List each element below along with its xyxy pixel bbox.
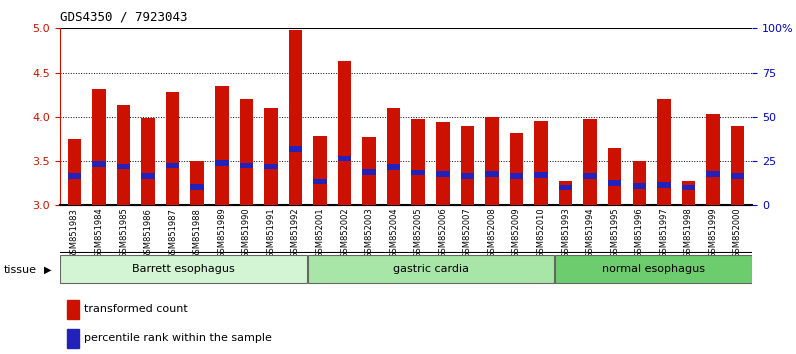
- Bar: [559, 181, 572, 205]
- Bar: [289, 30, 302, 205]
- Text: GSM852002: GSM852002: [340, 208, 349, 258]
- Bar: [362, 169, 376, 175]
- Bar: [190, 161, 204, 205]
- Text: transformed count: transformed count: [84, 304, 188, 314]
- Bar: [92, 161, 106, 167]
- Bar: [338, 61, 351, 205]
- Text: GDS4350 / 7923043: GDS4350 / 7923043: [60, 11, 187, 24]
- FancyBboxPatch shape: [555, 255, 751, 283]
- Bar: [190, 184, 204, 190]
- Bar: [67, 300, 79, 319]
- Text: GSM851992: GSM851992: [291, 208, 300, 258]
- Text: GSM852005: GSM852005: [414, 208, 423, 258]
- Bar: [534, 172, 548, 178]
- Bar: [142, 118, 155, 205]
- Bar: [68, 173, 81, 179]
- Bar: [67, 329, 79, 348]
- Bar: [166, 92, 179, 205]
- Bar: [314, 136, 327, 205]
- Text: GSM851983: GSM851983: [70, 208, 79, 258]
- Bar: [509, 133, 523, 205]
- Text: percentile rank within the sample: percentile rank within the sample: [84, 333, 271, 343]
- Bar: [633, 161, 646, 205]
- Text: GSM851998: GSM851998: [684, 208, 693, 258]
- Bar: [142, 173, 155, 179]
- Bar: [657, 99, 670, 205]
- Bar: [387, 108, 400, 205]
- Bar: [706, 171, 720, 177]
- Bar: [731, 173, 744, 179]
- Text: GSM851991: GSM851991: [267, 208, 275, 258]
- Text: GSM852000: GSM852000: [733, 208, 742, 258]
- Text: GSM851986: GSM851986: [143, 208, 153, 258]
- Text: GSM851996: GSM851996: [634, 208, 644, 258]
- Text: tissue: tissue: [4, 265, 37, 275]
- Text: GSM851990: GSM851990: [242, 208, 251, 258]
- Bar: [633, 183, 646, 189]
- FancyBboxPatch shape: [60, 255, 306, 283]
- Text: GSM852001: GSM852001: [315, 208, 325, 258]
- Bar: [657, 182, 670, 188]
- Text: GSM852007: GSM852007: [462, 208, 472, 258]
- Bar: [509, 173, 523, 179]
- Bar: [166, 162, 179, 169]
- Bar: [240, 99, 253, 205]
- Text: GSM852006: GSM852006: [439, 208, 447, 258]
- Bar: [362, 137, 376, 205]
- Bar: [387, 164, 400, 170]
- Bar: [68, 139, 81, 205]
- Bar: [436, 171, 450, 177]
- Text: GSM851988: GSM851988: [193, 208, 201, 258]
- Text: GSM852003: GSM852003: [365, 208, 373, 258]
- Text: GSM852009: GSM852009: [512, 208, 521, 258]
- Text: normal esophagus: normal esophagus: [602, 264, 704, 274]
- Text: GSM851987: GSM851987: [168, 208, 178, 258]
- Bar: [338, 155, 351, 161]
- Bar: [215, 86, 228, 205]
- Text: GSM851989: GSM851989: [217, 208, 226, 258]
- Bar: [461, 173, 474, 179]
- Text: GSM851999: GSM851999: [708, 208, 717, 258]
- Bar: [681, 181, 695, 205]
- Text: Barrett esophagus: Barrett esophagus: [132, 264, 235, 274]
- Bar: [412, 170, 425, 176]
- Bar: [731, 126, 744, 205]
- Bar: [436, 122, 450, 205]
- Bar: [583, 173, 597, 179]
- FancyBboxPatch shape: [307, 255, 554, 283]
- Bar: [215, 160, 228, 166]
- Bar: [706, 114, 720, 205]
- Bar: [534, 121, 548, 205]
- Text: GSM851995: GSM851995: [611, 208, 619, 258]
- Bar: [92, 88, 106, 205]
- Bar: [289, 146, 302, 152]
- Text: GSM852008: GSM852008: [487, 208, 497, 258]
- Bar: [264, 164, 278, 169]
- Text: GSM851984: GSM851984: [95, 208, 103, 258]
- Text: gastric cardia: gastric cardia: [392, 264, 469, 274]
- Text: GSM851985: GSM851985: [119, 208, 128, 258]
- Bar: [559, 185, 572, 190]
- Bar: [314, 178, 327, 184]
- Bar: [583, 120, 597, 205]
- Bar: [412, 120, 425, 205]
- Bar: [608, 148, 622, 205]
- Bar: [681, 185, 695, 190]
- Bar: [485, 117, 498, 205]
- Bar: [461, 126, 474, 205]
- Bar: [117, 164, 131, 169]
- Bar: [117, 105, 131, 205]
- Bar: [240, 162, 253, 169]
- Text: GSM851997: GSM851997: [659, 208, 669, 258]
- Text: GSM851994: GSM851994: [586, 208, 595, 258]
- Bar: [608, 180, 622, 186]
- Text: GSM852004: GSM852004: [389, 208, 398, 258]
- Text: GSM851993: GSM851993: [561, 208, 570, 258]
- Text: ▶: ▶: [44, 265, 51, 275]
- Bar: [264, 108, 278, 205]
- Text: GSM852010: GSM852010: [537, 208, 545, 258]
- Bar: [485, 171, 498, 177]
